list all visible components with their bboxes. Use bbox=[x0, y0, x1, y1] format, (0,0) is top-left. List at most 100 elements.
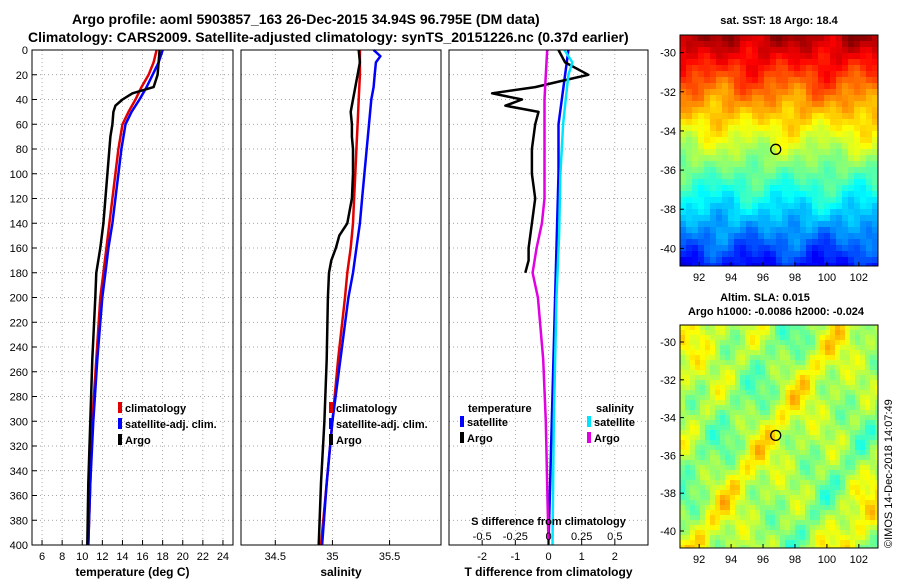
map-cell bbox=[795, 330, 800, 335]
map-cell bbox=[740, 263, 746, 266]
map-cell bbox=[680, 395, 685, 400]
map-cell bbox=[785, 355, 790, 360]
map-cell bbox=[728, 143, 734, 149]
map-cell bbox=[765, 445, 770, 450]
map-cell bbox=[824, 185, 830, 191]
map-cell bbox=[740, 480, 745, 485]
map-cell bbox=[840, 510, 845, 515]
map-cell bbox=[860, 203, 866, 209]
map-cell bbox=[770, 495, 775, 500]
map-cell bbox=[842, 137, 848, 143]
map-cell bbox=[835, 445, 840, 450]
map-cell bbox=[872, 221, 878, 227]
map-cell bbox=[872, 263, 878, 266]
map-cell bbox=[730, 465, 735, 470]
map-cell bbox=[695, 350, 700, 355]
map-cell bbox=[805, 420, 810, 425]
map-cell bbox=[734, 101, 740, 107]
map-cell bbox=[775, 350, 780, 355]
map-cell bbox=[722, 245, 728, 251]
map-cell bbox=[850, 490, 855, 495]
map-cell bbox=[848, 239, 854, 245]
map-cell bbox=[812, 125, 818, 131]
map-cell bbox=[760, 470, 765, 475]
map-cell bbox=[722, 77, 728, 83]
map-cell bbox=[685, 445, 690, 450]
map-cell bbox=[725, 490, 730, 495]
map-cell bbox=[860, 149, 866, 155]
map-cell bbox=[780, 395, 785, 400]
map-cell bbox=[780, 360, 785, 365]
map-cell bbox=[850, 480, 855, 485]
map-cell bbox=[720, 335, 725, 340]
map-cell bbox=[686, 209, 692, 215]
map-cell bbox=[800, 113, 806, 119]
map-cell bbox=[788, 143, 794, 149]
map-cell bbox=[806, 107, 812, 113]
map-cell bbox=[715, 425, 720, 430]
map-cell bbox=[815, 390, 820, 395]
map-cell bbox=[722, 173, 728, 179]
map-cell bbox=[845, 410, 850, 415]
map-cell bbox=[810, 465, 815, 470]
map-cell bbox=[825, 345, 830, 350]
map-cell bbox=[720, 395, 725, 400]
map-cell bbox=[818, 251, 824, 257]
map-cell bbox=[820, 500, 825, 505]
map-cell bbox=[730, 500, 735, 505]
map-cell bbox=[854, 227, 860, 233]
map-cell bbox=[812, 257, 818, 263]
map-cell bbox=[842, 161, 848, 167]
map-cell bbox=[725, 540, 730, 545]
map-cell bbox=[680, 455, 685, 460]
map-cell bbox=[750, 375, 755, 380]
map-cell bbox=[730, 345, 735, 350]
map-cell bbox=[845, 335, 850, 340]
map-cell bbox=[790, 510, 795, 515]
map-cell bbox=[705, 335, 710, 340]
map-cell bbox=[722, 203, 728, 209]
map-cell bbox=[854, 107, 860, 113]
map-cell bbox=[758, 239, 764, 245]
map-cell bbox=[788, 185, 794, 191]
map-cell bbox=[750, 520, 755, 525]
map-cell bbox=[850, 340, 855, 345]
map-cell bbox=[750, 465, 755, 470]
map-cell bbox=[800, 191, 806, 197]
map-cell bbox=[780, 490, 785, 495]
map-cell bbox=[728, 113, 734, 119]
map-cell bbox=[776, 101, 782, 107]
map-cell bbox=[855, 485, 860, 490]
map-cell bbox=[830, 83, 836, 89]
map-cell bbox=[730, 540, 735, 545]
x2-tick-label: 0.25 bbox=[571, 531, 592, 543]
map-cell bbox=[700, 490, 705, 495]
map-cell bbox=[842, 89, 848, 95]
map-cell bbox=[680, 430, 685, 435]
map-cell bbox=[824, 53, 830, 59]
series-s-argo bbox=[531, 49, 550, 546]
x2-tick-label: -0.25 bbox=[503, 531, 528, 543]
map-cell bbox=[775, 490, 780, 495]
map-cell bbox=[705, 500, 710, 505]
map-cell bbox=[710, 540, 715, 545]
map-cell bbox=[794, 263, 800, 266]
map-cell bbox=[704, 89, 710, 95]
map-cell bbox=[740, 251, 746, 257]
map-cell bbox=[705, 515, 710, 520]
map-cell bbox=[715, 340, 720, 345]
map-cell bbox=[770, 71, 776, 77]
map-cell bbox=[686, 53, 692, 59]
map-cell bbox=[866, 221, 872, 227]
map-cell bbox=[758, 155, 764, 161]
map-cell bbox=[705, 470, 710, 475]
map-cell bbox=[735, 535, 740, 540]
map-cell bbox=[805, 415, 810, 420]
map-cell bbox=[750, 545, 755, 548]
map-cell bbox=[725, 440, 730, 445]
map-cell bbox=[722, 131, 728, 137]
map-cell bbox=[750, 535, 755, 540]
map-cell bbox=[806, 173, 812, 179]
map-cell bbox=[770, 155, 776, 161]
